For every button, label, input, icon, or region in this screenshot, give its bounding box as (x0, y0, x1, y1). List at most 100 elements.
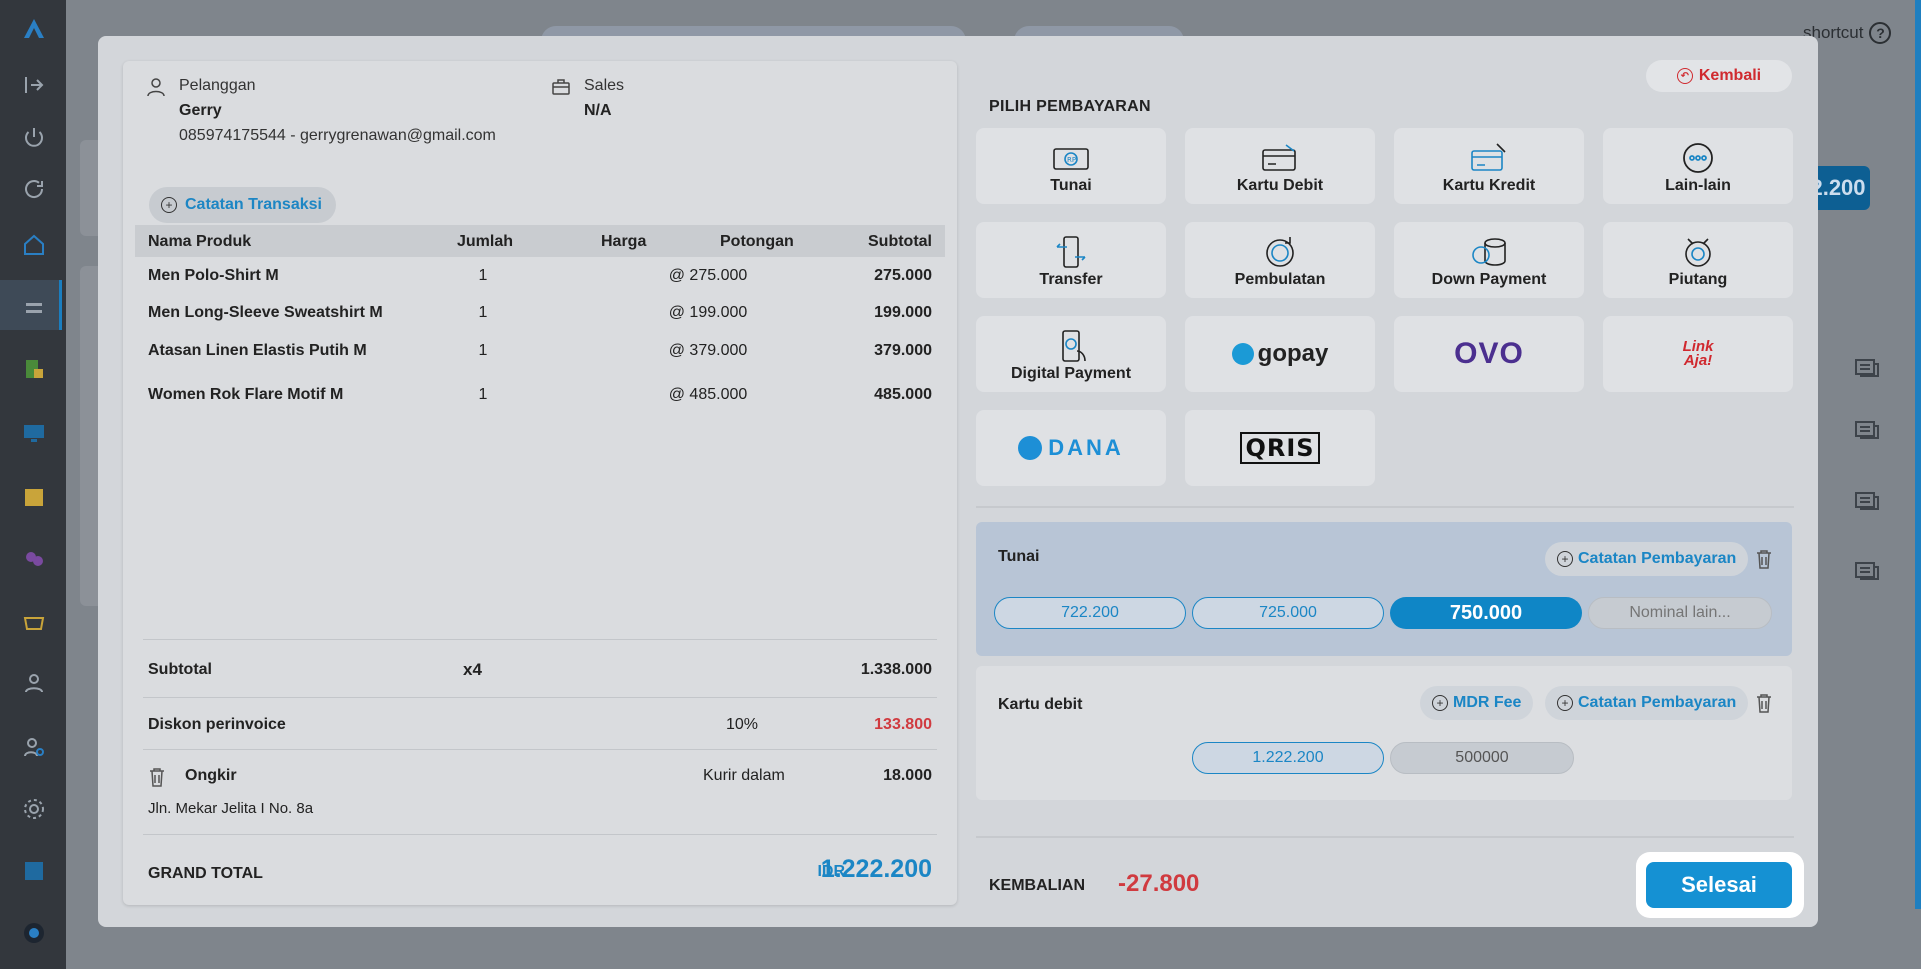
amount-option[interactable]: 725.000 (1192, 597, 1384, 629)
payment-method-lain-lain[interactable]: Lain-lain (1603, 128, 1793, 204)
basket-icon[interactable] (21, 608, 47, 634)
logout-icon[interactable] (21, 72, 47, 98)
transfer-icon (1051, 235, 1091, 269)
product-price: @ 485.000 (668, 386, 748, 403)
inventory-icon[interactable] (21, 356, 47, 382)
payment-method-label: Tunai (1050, 177, 1092, 194)
product-price: @ 379.000 (668, 342, 748, 359)
person-icon (146, 77, 166, 97)
table-row[interactable]: Atasan Linen Elastis Putih M 1 @ 379.000… (123, 342, 957, 372)
sidebar (0, 0, 66, 969)
scrollbar[interactable] (1915, 0, 1921, 909)
shortcut-link[interactable]: shortcut ? (1803, 22, 1892, 44)
amount-option[interactable]: 722.200 (994, 597, 1186, 629)
mdr-fee-button[interactable]: + MDR Fee (1420, 686, 1534, 720)
catatan-transaksi-button[interactable]: + Catatan Transaksi (149, 187, 336, 223)
payment-method-pembulatan[interactable]: Pembulatan (1185, 222, 1375, 298)
nominal-lain-input[interactable] (1588, 597, 1772, 629)
power-icon[interactable] (21, 124, 47, 150)
avatar[interactable] (21, 920, 47, 946)
tunai-payment-card: Tunai + Catatan Pembayaran 722.200 725.0… (976, 522, 1792, 656)
subtotal-label: Subtotal (148, 661, 212, 678)
divider (143, 639, 937, 640)
payment-section-title: PILIH PEMBAYARAN (989, 98, 1151, 115)
payment-method-label: Transfer (1039, 271, 1103, 288)
phone-payment-icon (1051, 329, 1091, 363)
debit-payment-card: Kartu debit + MDR Fee + Catatan Pembayar… (976, 666, 1792, 800)
folder-icon[interactable] (21, 484, 47, 510)
gopay-logo: gopay (1231, 340, 1328, 368)
product-price: @ 199.000 (668, 304, 748, 321)
product-qty: 1 (478, 342, 488, 359)
selesai-button[interactable]: Selesai (1646, 862, 1792, 908)
divider (143, 749, 937, 750)
product-subtotal: 275.000 (874, 267, 932, 284)
mdr-fee-label: MDR Fee (1453, 694, 1522, 711)
kembali-label: Kembali (1698, 67, 1762, 84)
payment-modal: Pelanggan Gerry 085974175544 - gerrygren… (98, 36, 1818, 927)
customer-label: Pelanggan (179, 77, 256, 94)
refresh-icon[interactable] (21, 176, 47, 202)
shipping-value: 18.000 (883, 767, 932, 784)
product-qty: 1 (478, 304, 488, 321)
user-icon[interactable] (21, 670, 47, 696)
selesai-highlight: Selesai (1636, 852, 1804, 918)
user-settings-icon[interactable] (21, 734, 47, 760)
promo-icon[interactable] (21, 546, 47, 572)
subtotal-qty: x4 (463, 660, 482, 679)
product-price: @ 275.000 (668, 267, 748, 284)
payment-method-tunai[interactable]: RP Tunai (976, 128, 1166, 204)
catatan-pembayaran-button[interactable]: + Catatan Pembayaran (1545, 686, 1749, 720)
payment-method-gopay[interactable]: gopay (1185, 316, 1375, 392)
rounding-icon (1260, 235, 1300, 269)
trash-icon[interactable] (1756, 693, 1772, 713)
catatan-pembayaran-button[interactable]: + Catatan Pembayaran (1545, 542, 1749, 576)
amount-option[interactable]: 1.222.200 (1192, 742, 1384, 774)
grand-total-label: GRAND TOTAL (148, 865, 263, 882)
payment-method-piutang[interactable]: Piutang (1603, 222, 1793, 298)
product-name: Women Rok Flare Motif M (148, 386, 344, 403)
payment-method-qris[interactable]: QRIS (1185, 410, 1375, 486)
payment-method-down-payment[interactable]: Down Payment (1394, 222, 1584, 298)
svg-text:RP: RP (1067, 156, 1076, 164)
divider (143, 834, 937, 835)
customer-contact: 085974175544 - gerrygrenawan@gmail.com (179, 127, 496, 144)
debit-amount-input[interactable]: 500000 (1390, 742, 1574, 774)
kembali-button[interactable]: ↶ Kembali (1646, 60, 1792, 92)
logo-icon (21, 16, 47, 42)
home-icon[interactable] (21, 232, 47, 258)
plus-circle-icon: + (161, 197, 177, 213)
payment-method-label: Digital Payment (1010, 365, 1132, 382)
credit-card-icon (1469, 141, 1509, 175)
kembalian-value: -27.800 (1118, 870, 1200, 897)
product-name: Atasan Linen Elastis Putih M (148, 342, 367, 359)
linkaja-logo: LinkAja! (1682, 338, 1714, 369)
shortcut-label: shortcut (1803, 23, 1864, 42)
payment-method-linkaja[interactable]: LinkAja! (1603, 316, 1793, 392)
trash-icon[interactable] (1756, 549, 1772, 569)
product-qty: 1 (478, 267, 488, 284)
invoice-panel: Pelanggan Gerry 085974175544 - gerrygren… (123, 61, 957, 905)
dana-logo-circle (1018, 436, 1043, 460)
payment-method-dana[interactable]: DANA (976, 410, 1166, 486)
cashier-icon[interactable] (21, 292, 47, 318)
gopay-logo-circle (1231, 343, 1254, 365)
payment-method-digital-payment[interactable]: Digital Payment (976, 316, 1166, 392)
payment-method-ovo[interactable]: OVO (1394, 316, 1584, 392)
payment-method-transfer[interactable]: Transfer (976, 222, 1166, 298)
settings-icon[interactable] (21, 796, 47, 822)
payment-method-kartu-kredit[interactable]: Kartu Kredit (1394, 128, 1584, 204)
table-row[interactable]: Men Polo-Shirt M 1 @ 275.000 275.000 (123, 267, 957, 297)
trash-icon[interactable] (149, 767, 165, 787)
briefcase-icon (551, 77, 571, 97)
payment-method-kartu-debit[interactable]: Kartu Debit (1185, 128, 1375, 204)
document-icon (1854, 561, 1880, 581)
report-icon[interactable] (21, 858, 47, 884)
catatan-pembayaran-label: Catatan Pembayaran (1578, 694, 1737, 711)
amount-option-selected[interactable]: 750.000 (1390, 597, 1582, 629)
monitor-icon[interactable] (21, 420, 47, 446)
payment-method-label: Kartu Debit (1236, 177, 1324, 194)
table-row[interactable]: Women Rok Flare Motif M 1 @ 485.000 485.… (123, 386, 957, 416)
discount-percent: 10% (726, 716, 759, 733)
table-row[interactable]: Men Long-Sleeve Sweatshirt M 1 @ 199.000… (123, 304, 957, 334)
